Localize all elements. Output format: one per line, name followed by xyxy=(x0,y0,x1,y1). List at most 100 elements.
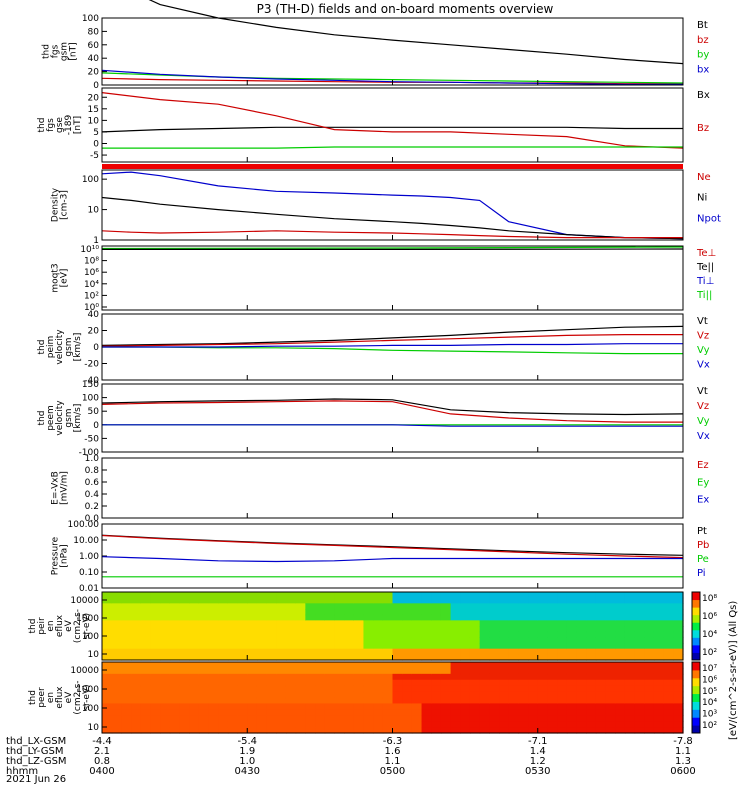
spectrogram-cell xyxy=(121,654,132,661)
spectrogram-cell xyxy=(218,631,229,638)
spectrogram-cell xyxy=(450,609,461,616)
spectrogram-cell xyxy=(460,631,471,638)
legend-Pb: Pb xyxy=(697,540,709,551)
spectrogram-cell xyxy=(499,648,510,655)
spectrogram-cell xyxy=(586,703,597,710)
spectrogram-cell xyxy=(576,715,587,722)
spectrogram-cell xyxy=(499,727,510,734)
spectrogram-cell xyxy=(382,691,394,699)
spectrogram-cell xyxy=(634,673,645,681)
spectrogram-cell xyxy=(353,679,365,687)
spectrogram-cell xyxy=(305,727,316,734)
spectrogram-cell xyxy=(644,637,655,644)
spectrogram-cell xyxy=(615,709,626,716)
spectrogram-cell xyxy=(266,667,277,675)
y-tick-label: 40 xyxy=(88,54,100,64)
spectrogram-cell xyxy=(169,715,181,722)
spectrogram-cell xyxy=(160,691,171,699)
spectrogram-cell xyxy=(121,673,132,681)
spectrogram-cell xyxy=(634,709,645,716)
spectrogram-cell xyxy=(566,691,578,699)
spectrogram-cell xyxy=(227,703,239,710)
spectrogram-cell xyxy=(256,673,268,681)
spectrogram-cell xyxy=(150,721,161,728)
spectrogram-cell xyxy=(624,679,636,687)
spectrogram-cell xyxy=(595,597,607,604)
spectrogram-cell xyxy=(256,691,268,699)
spectrogram-cell xyxy=(460,715,471,722)
spectrogram-cell xyxy=(131,662,142,669)
spectrogram-cell xyxy=(518,673,529,681)
spectrogram-cell xyxy=(431,727,442,734)
spectrogram-cell xyxy=(218,648,229,655)
spectrogram-cell xyxy=(247,679,258,687)
colorbar-segment xyxy=(692,614,700,623)
spectrogram-cell xyxy=(469,685,481,693)
spectrogram-cell xyxy=(344,709,355,716)
spectrogram-cell xyxy=(460,637,471,644)
spectrogram-cell xyxy=(624,620,636,627)
spectrogram-cell xyxy=(518,643,529,650)
spectrogram-cell xyxy=(624,685,636,693)
spectrogram-cell xyxy=(450,673,461,681)
legend-Te⊥: Te⊥ xyxy=(696,248,716,259)
spectrogram-cell xyxy=(276,691,287,699)
spectrogram-cell xyxy=(460,592,471,599)
spectrogram-cell xyxy=(440,592,452,599)
spectrogram-cell xyxy=(305,691,316,699)
spectrogram-cell xyxy=(460,697,471,705)
spectrogram-cell xyxy=(150,592,161,599)
spectrogram-cell xyxy=(208,727,219,734)
spectrogram-cell xyxy=(102,709,113,716)
spectrogram-cell xyxy=(431,721,442,728)
spectrogram-cell xyxy=(411,643,423,650)
spectrogram-cell xyxy=(557,592,568,599)
spectrogram-cell xyxy=(392,703,403,710)
spectrogram-cell xyxy=(353,667,365,675)
spectrogram-cell xyxy=(673,667,684,675)
spectrogram-cell xyxy=(382,626,394,633)
spectrogram-cell xyxy=(305,626,316,633)
y-axis-label: Density xyxy=(51,187,61,222)
spectrogram-cell xyxy=(479,603,490,610)
spectrogram-cell xyxy=(460,709,471,716)
spectrogram-cell xyxy=(373,662,384,669)
spectrogram-cell xyxy=(256,715,268,722)
spectrogram-cell xyxy=(102,662,113,669)
spectrogram-cell xyxy=(247,697,258,705)
colorbar-tick-label: 10² xyxy=(702,721,717,731)
spectrogram-cell xyxy=(469,697,481,705)
spectrogram-cell xyxy=(140,715,152,722)
series-Npot xyxy=(101,171,684,240)
spectrogram-cell xyxy=(179,662,190,669)
spectrogram-cell xyxy=(131,637,142,644)
spectrogram-cell xyxy=(586,715,597,722)
spectrogram-cell xyxy=(198,626,210,633)
spectrogram-cell xyxy=(382,685,394,693)
spectrogram-cell xyxy=(373,626,384,633)
spectrogram-cell xyxy=(528,709,539,716)
series-Bt xyxy=(148,0,684,65)
spectrogram-cell xyxy=(305,703,316,710)
y-tick-label: -100 xyxy=(79,448,100,458)
spectrogram-cell xyxy=(285,709,297,716)
spectrogram-cell xyxy=(121,614,132,621)
spectrogram-cell xyxy=(528,592,539,599)
spectrogram-cell xyxy=(440,637,452,644)
spectrogram-cell xyxy=(276,654,287,661)
spectrogram-cell xyxy=(450,603,461,610)
spectrogram-cell xyxy=(102,614,113,621)
spectrogram-cell xyxy=(595,648,607,655)
spectrogram-cell xyxy=(450,727,461,734)
spectrogram-cell xyxy=(576,620,587,627)
spectrogram-cell xyxy=(150,637,161,644)
spectrogram-cell xyxy=(334,614,345,621)
spectrogram-cell xyxy=(373,697,384,705)
spectrogram-cell xyxy=(605,727,616,734)
spectrogram-cell xyxy=(169,620,181,627)
spectrogram-cell xyxy=(634,626,645,633)
y-axis-label: sr-eV) xyxy=(82,684,92,710)
spectrogram-cell xyxy=(411,691,423,699)
spectrogram-cell xyxy=(227,597,239,604)
